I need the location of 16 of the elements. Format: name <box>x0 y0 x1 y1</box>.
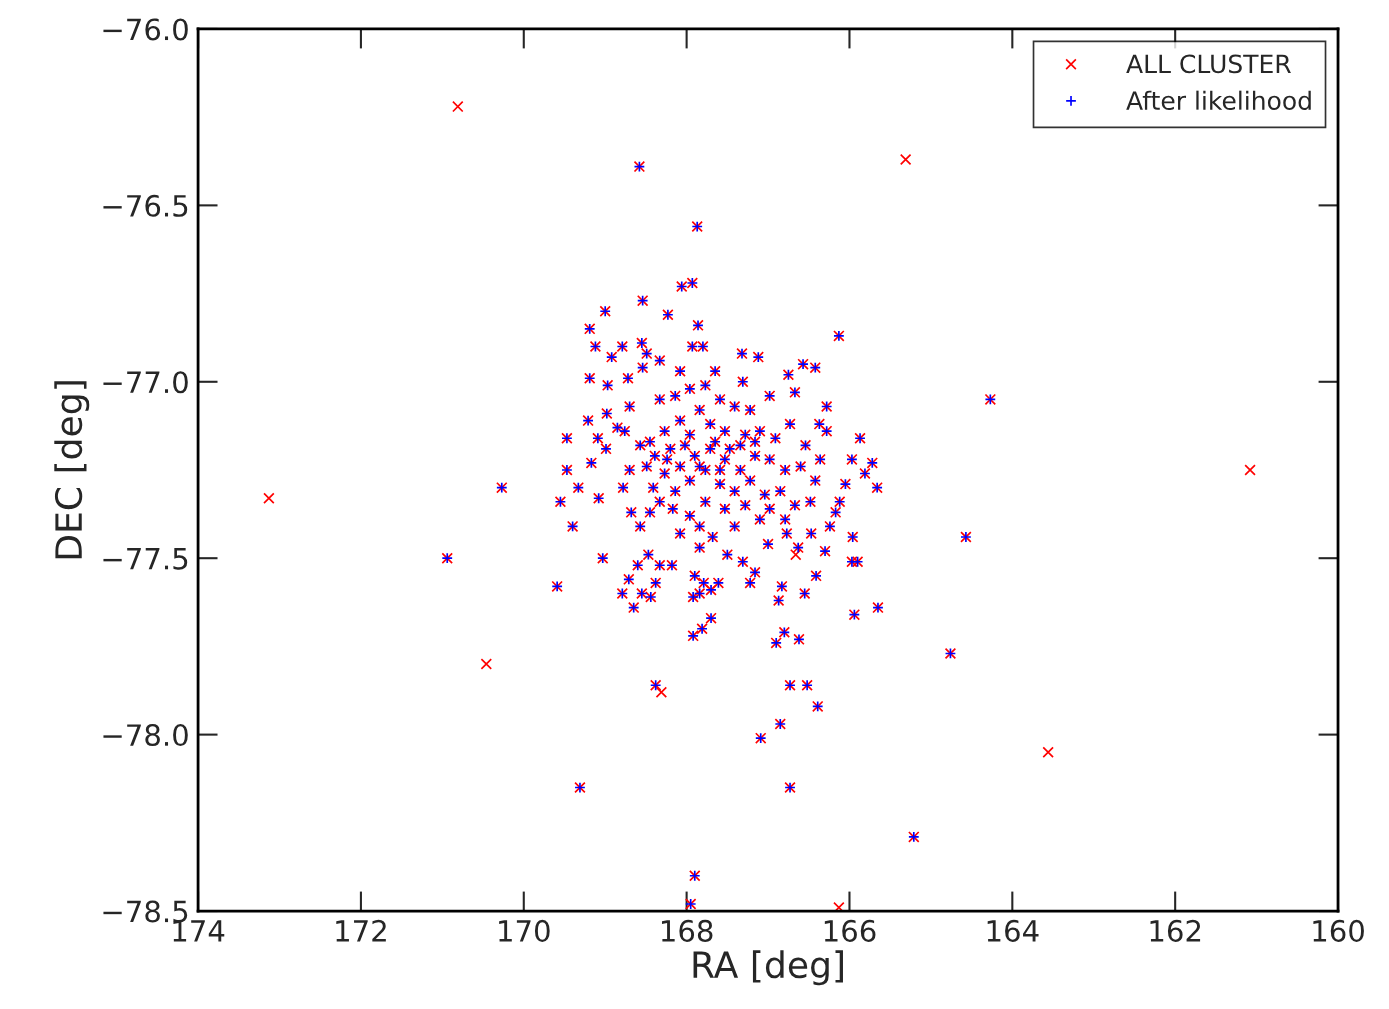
x-axis-title: RA [deg] <box>693 950 843 986</box>
x-tick-label: 168 <box>661 919 713 942</box>
x-tick-label: 162 <box>1150 919 1201 942</box>
x-tick-label: 172 <box>336 919 386 942</box>
y-tick-label: −77.0 <box>103 371 188 394</box>
x-tick-label: 170 <box>499 919 550 942</box>
y-tick-label: −76.5 <box>103 194 188 217</box>
y-tick-label: −76.0 <box>103 18 188 41</box>
x-tick-label: 164 <box>987 919 1039 942</box>
y-axis-title: DEC [deg] <box>54 381 90 559</box>
y-tick-label: −78.0 <box>103 724 188 747</box>
legend-label: ALL CLUSTER <box>1126 54 1291 74</box>
x-tick-label: 160 <box>1313 919 1364 942</box>
legend-label: After likelihood <box>1126 90 1311 111</box>
y-tick-label: −77.5 <box>103 548 188 570</box>
x-tick-label: 166 <box>824 919 876 942</box>
